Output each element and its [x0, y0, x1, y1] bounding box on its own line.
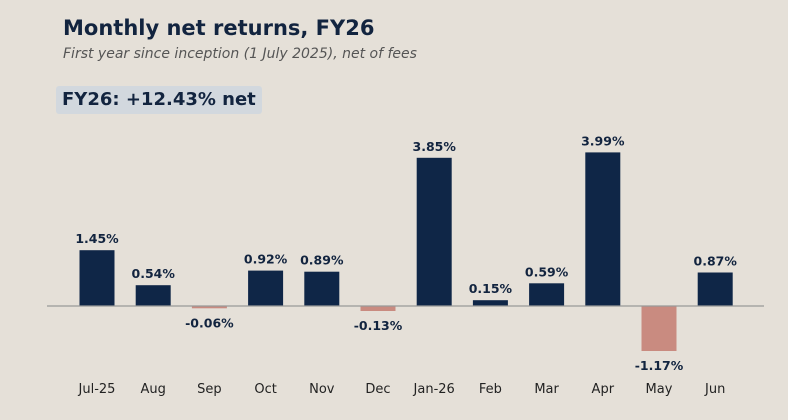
bar-oct	[248, 270, 284, 306]
bar-feb	[472, 300, 508, 306]
x-tick-label: Dec	[365, 382, 390, 397]
bar-jul-25	[79, 250, 115, 306]
data-label: 0.89%	[300, 253, 344, 268]
data-label: 0.59%	[525, 264, 569, 279]
chart-subtitle: First year since inception (1 July 2025)…	[63, 46, 417, 62]
data-label: 3.99%	[581, 133, 625, 148]
bar-aug	[135, 285, 171, 306]
bar-jun	[697, 272, 733, 306]
bar-jan-26	[416, 157, 452, 306]
data-label: 1.45%	[75, 231, 119, 246]
x-tick-label: Aug	[141, 382, 166, 397]
bar-nov	[304, 271, 340, 306]
bar-sep	[191, 306, 227, 309]
x-tick-label: Apr	[592, 382, 615, 397]
data-label: -1.17%	[635, 358, 684, 373]
x-tick-label: Jan-26	[413, 382, 455, 397]
x-tick-label: Sep	[197, 382, 222, 397]
fy-total-callout: FY26: +12.43% net	[56, 86, 262, 114]
x-tick-label: Mar	[534, 382, 559, 397]
bar-mar	[529, 283, 565, 306]
data-label: 0.15%	[469, 281, 513, 296]
x-tick-label: Jun	[704, 382, 725, 397]
x-tick-label: Jul-25	[78, 382, 116, 397]
bar-apr	[585, 152, 621, 306]
x-tick-label: Nov	[309, 382, 335, 397]
data-label: 0.87%	[694, 254, 738, 269]
data-label: 0.92%	[244, 252, 288, 267]
bar-dec	[360, 306, 396, 311]
x-tick-label: Oct	[254, 382, 276, 397]
data-label: 0.54%	[132, 266, 176, 281]
x-tick-label: May	[646, 382, 673, 397]
data-label: 3.85%	[413, 139, 457, 154]
data-label: -0.13%	[354, 318, 403, 333]
chart-title: Monthly net returns, FY26	[63, 16, 375, 40]
x-tick-label: Feb	[479, 382, 502, 397]
bar-may	[641, 306, 677, 351]
data-label: -0.06%	[185, 315, 234, 330]
